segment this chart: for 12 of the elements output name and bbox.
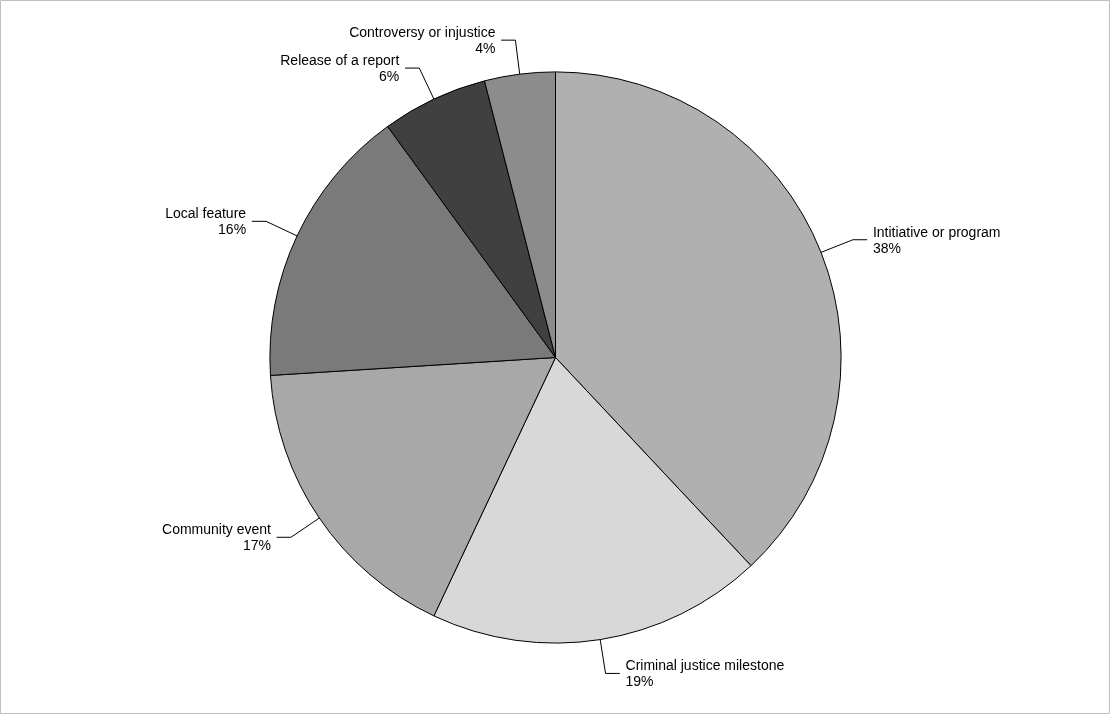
slice-label: Criminal justice milestone xyxy=(625,657,785,674)
data-label: 38% xyxy=(872,239,901,256)
slice-label: Community event xyxy=(162,521,272,538)
data-label: 16% xyxy=(218,221,247,238)
data-label: 19% xyxy=(625,673,654,690)
slice-label: Controversy or injustice xyxy=(349,24,496,41)
data-label: 6% xyxy=(379,68,400,85)
slice-label: Intitiative or program xyxy=(872,223,1001,240)
data-label: 4% xyxy=(475,40,496,57)
data-label: 17% xyxy=(242,537,271,554)
slice-label: Release of a report xyxy=(280,52,400,69)
slice-label: Local feature xyxy=(165,205,247,222)
